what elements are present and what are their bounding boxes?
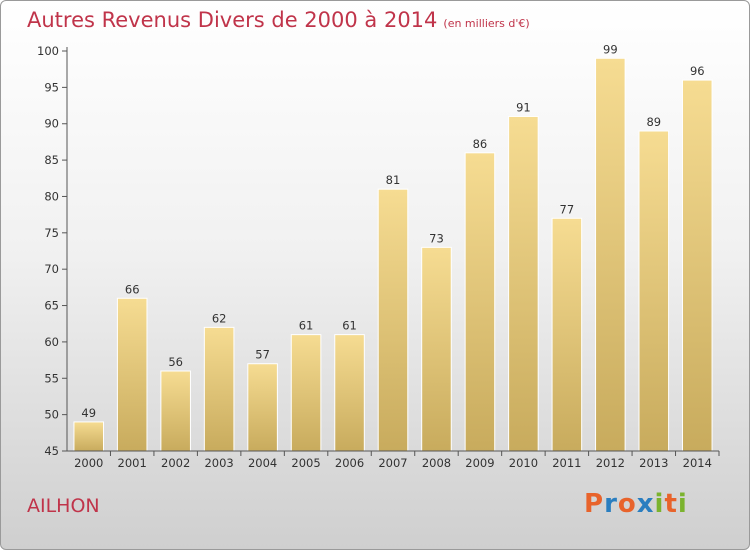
bar [551, 217, 583, 452]
bars: 49 66 56 62 57 61 61 81 73 86 91 77 99 89 96 [73, 42, 713, 452]
bar-value-label: 99 [603, 42, 618, 56]
bar-value-label: 91 [516, 100, 531, 114]
x-axis: 2000 2001 2002 2003 2004 2005 2006 2007 2008 2009… [67, 450, 720, 470]
x-tick-label: 2001 [118, 456, 147, 470]
logo-letter: r [604, 489, 618, 519]
chart-title: Autres Revenus Divers de 2000 à 2014 (en … [27, 8, 530, 32]
bar-value-label: 89 [646, 115, 661, 129]
y-axis: 45 50 55 60 65 70 75 80 85 90 95 100 [37, 44, 68, 458]
x-tick-label: 2008 [422, 456, 451, 470]
y-tick-label: 65 [44, 299, 59, 313]
bar [116, 297, 148, 452]
y-tick-label: 55 [44, 371, 59, 385]
x-tick-label: 2014 [683, 456, 712, 470]
x-tick-label: 2005 [291, 456, 320, 470]
bar-value-label: 56 [168, 355, 183, 369]
logo-letter: o [617, 489, 637, 519]
bar-value-label: 77 [560, 202, 575, 216]
y-tick-label: 95 [44, 80, 59, 94]
x-tick-label: 2004 [248, 456, 277, 470]
y-tick-label: 80 [44, 189, 59, 203]
logo-letter: P [584, 489, 605, 519]
x-tick-label: 2011 [552, 456, 581, 470]
bar-value-label: 81 [386, 173, 401, 187]
bar [160, 370, 191, 452]
bar [638, 130, 670, 452]
logo-letter: x [636, 489, 655, 519]
y-tick-label: 45 [44, 444, 59, 458]
bar [595, 57, 626, 452]
bar [73, 421, 105, 452]
bar [247, 363, 278, 452]
bar-value-label: 96 [690, 64, 705, 78]
logo-letter: t [664, 489, 678, 519]
title-unit: (en milliers d'€) [443, 17, 530, 30]
y-tick-label: 60 [44, 335, 59, 349]
bar-value-label: 49 [81, 406, 96, 420]
x-tick-label: 2012 [596, 456, 625, 470]
y-tick-label: 90 [44, 117, 59, 131]
bar [508, 115, 539, 452]
bar-value-label: 73 [429, 231, 444, 245]
bar [681, 79, 713, 452]
bar-value-label: 61 [342, 319, 357, 333]
bar [464, 152, 496, 452]
y-tick-label: 75 [44, 226, 59, 240]
x-tick-label: 2007 [378, 456, 407, 470]
x-tick-label: 2002 [161, 456, 190, 470]
bar [334, 334, 365, 452]
commune-name: AILHON [27, 495, 100, 517]
proxiti-logo: Proxiti [584, 489, 688, 519]
title-text: Autres Revenus Divers de 2000 à 2014 [27, 8, 438, 32]
y-tick-label: 70 [44, 262, 59, 276]
bar [377, 188, 409, 452]
x-tick-label: 2009 [465, 456, 494, 470]
bar-value-label: 57 [255, 348, 270, 362]
bar-value-label: 66 [125, 282, 140, 296]
x-tick-label: 2010 [509, 456, 538, 470]
bar-value-label: 86 [473, 137, 488, 151]
y-tick-label: 50 [44, 408, 59, 422]
x-tick-label: 2006 [335, 456, 364, 470]
y-tick-label: 100 [37, 44, 59, 58]
bar-value-label: 62 [212, 311, 227, 325]
y-tick-label: 85 [44, 153, 59, 167]
x-tick-label: 2003 [204, 456, 233, 470]
bar [203, 326, 235, 452]
logo-letter: i [677, 489, 688, 519]
x-tick-label: 2013 [639, 456, 668, 470]
bar-value-label: 61 [299, 319, 314, 333]
logo-letter: i [654, 489, 665, 519]
x-tick-label: 2000 [74, 456, 103, 470]
bar [421, 246, 452, 452]
bar [290, 334, 322, 452]
